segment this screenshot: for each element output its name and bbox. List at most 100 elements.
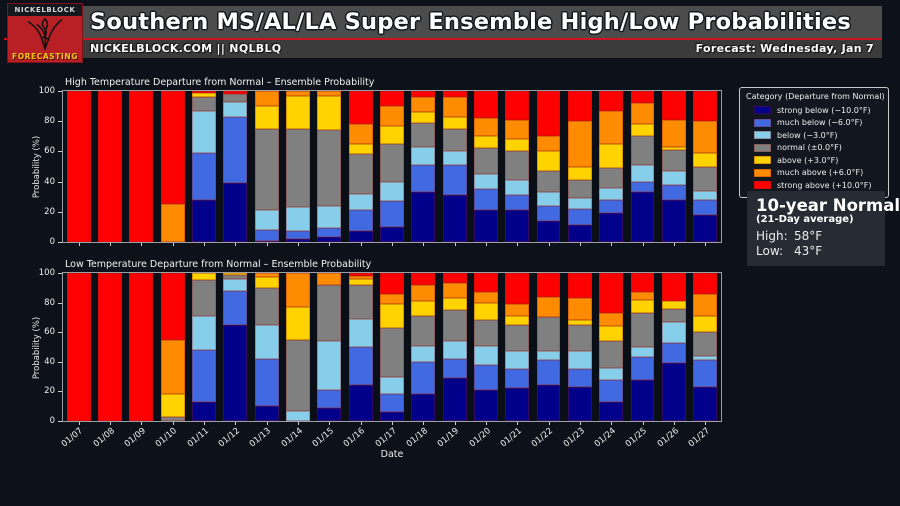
bar-segment	[192, 92, 216, 98]
bar-segment	[223, 94, 248, 102]
bar-segment	[536, 91, 561, 137]
forecast-date-label: Forecast: Wednesday, Jan 7	[695, 42, 874, 55]
bar-slot-01/19	[439, 273, 470, 421]
bar-segment	[693, 91, 718, 122]
x-tick-mark	[329, 422, 331, 425]
x-tick-mark	[235, 422, 237, 425]
bar-segment	[411, 394, 436, 421]
y-tick-mark	[58, 421, 62, 422]
normal-high-value: 58°F	[794, 229, 823, 243]
bar-segment	[129, 91, 154, 242]
bar-slot-01/14	[282, 273, 313, 421]
y-tick-label: 100	[38, 268, 55, 278]
bar-segment	[599, 367, 624, 380]
bar-segment	[662, 321, 686, 343]
bar-segment	[599, 143, 624, 169]
stacked-bar-01/20	[474, 91, 498, 242]
bar-segment	[66, 91, 91, 242]
stacked-bar-01/07	[66, 91, 91, 242]
bar-segment	[348, 278, 373, 285]
bar-segment	[442, 358, 467, 379]
y-tick-mark	[58, 361, 62, 363]
bar-segment	[411, 284, 436, 302]
bar-segment	[66, 273, 91, 421]
x-tick-label: 01/10	[153, 426, 180, 450]
bar-segment	[254, 106, 279, 129]
bar-segment	[348, 193, 373, 211]
bar-segment	[317, 237, 342, 242]
bar-segment	[693, 315, 718, 333]
x-tick-mark	[392, 243, 393, 246]
bar-segment	[380, 327, 404, 377]
bar-slot-01/11	[188, 273, 219, 421]
bar-segment	[380, 106, 404, 126]
bar-segment	[599, 313, 624, 327]
bar-segment	[317, 95, 342, 131]
bar-segment	[442, 273, 467, 284]
legend-entry-label: normal (±0.0°F)	[777, 143, 842, 153]
bar-segment	[223, 116, 248, 184]
bar-segment	[223, 183, 248, 242]
bar-segment	[536, 296, 561, 318]
x-tick-mark	[517, 422, 519, 425]
bar-segment	[505, 273, 530, 305]
bar-segment	[411, 112, 436, 123]
bar-segment	[474, 189, 498, 211]
bar-segment	[442, 97, 467, 117]
stacked-bar-01/07	[66, 273, 91, 421]
x-tick-mark	[423, 243, 425, 246]
x-tick-label: 01/15	[310, 426, 336, 450]
bar-segment	[317, 389, 342, 408]
bar-segment	[474, 292, 498, 303]
bar-segment	[505, 119, 530, 140]
legend-entry-label: much above (+6.0°F)	[777, 168, 864, 178]
bar-segment	[536, 351, 561, 361]
bar-segment	[662, 301, 686, 309]
stacked-bar-01/08	[98, 273, 122, 421]
bar-segment	[568, 298, 592, 321]
bar-segment	[380, 91, 404, 107]
bar-segment	[599, 379, 624, 402]
bar-segment	[536, 136, 561, 152]
stacked-bar-01/10	[160, 273, 185, 421]
bar-slot-01/09	[126, 273, 157, 421]
bar-segment	[98, 273, 122, 421]
legend-swatch	[754, 143, 771, 152]
x-tick-mark	[705, 243, 707, 246]
bar-segment	[192, 91, 216, 93]
x-tick-mark	[360, 422, 362, 425]
bar-segment	[192, 273, 216, 281]
header-divider-line	[4, 38, 882, 40]
bar-segment	[411, 97, 436, 113]
legend-entries: strong below (−10.0°F) much below (−6.0°F…	[746, 104, 882, 192]
bar-segment	[693, 121, 718, 153]
bar-segment	[662, 199, 686, 242]
bar-segment	[317, 273, 342, 285]
x-tick-mark	[486, 422, 487, 425]
bar-segment	[348, 91, 373, 125]
bar-segment	[442, 341, 467, 359]
bar-slot-01/22	[533, 91, 564, 242]
bar-segment	[599, 401, 624, 421]
legend-entry: strong above (+10.0°F)	[746, 179, 882, 192]
bar-segment	[192, 152, 216, 200]
bar-segment	[693, 273, 718, 294]
stacked-bar-01/09	[129, 91, 154, 242]
x-tick-label: 01/13	[247, 426, 274, 450]
low-chart-title: Low Temperature Departure from Normal – …	[65, 259, 372, 270]
bar-segment	[411, 165, 436, 193]
x-tick-mark	[674, 422, 675, 425]
bar-segment	[662, 119, 686, 147]
bar-segment	[693, 293, 718, 316]
stacked-bar-01/18	[411, 273, 436, 421]
bar-slot-01/26	[658, 273, 689, 421]
bar-slot-01/10	[157, 273, 188, 421]
bar-segment	[192, 401, 216, 421]
normal-low-label: Low:	[756, 244, 784, 258]
bar-segment	[442, 310, 467, 342]
bar-segment	[568, 324, 592, 352]
x-tick-mark	[642, 422, 644, 425]
bar-segment	[223, 274, 248, 279]
bar-slot-01/27	[690, 273, 721, 421]
y-tick-mark	[58, 302, 62, 304]
